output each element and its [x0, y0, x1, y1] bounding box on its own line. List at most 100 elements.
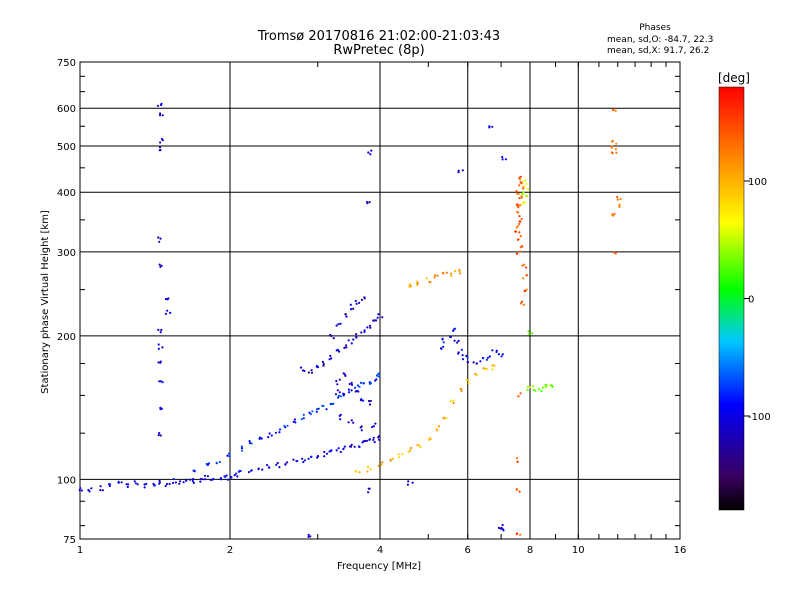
- echo-point: [518, 215, 521, 218]
- echo-point: [169, 311, 172, 314]
- echo-point: [541, 386, 544, 389]
- echo-point: [381, 316, 384, 319]
- echo-point: [367, 491, 370, 494]
- echo-point: [408, 285, 411, 288]
- echo-point: [419, 446, 422, 449]
- echo-point: [442, 345, 445, 348]
- x-tick-label: 6: [465, 545, 471, 556]
- echo-point: [165, 482, 169, 486]
- echo-point: [516, 252, 519, 255]
- echo-point: [459, 387, 462, 390]
- echo-point: [515, 533, 518, 536]
- colorbar-label: [deg]: [718, 71, 750, 85]
- echo-point: [260, 437, 263, 440]
- echo-point: [521, 300, 524, 303]
- echo-point: [450, 272, 453, 275]
- echo-point: [363, 297, 366, 300]
- echo-point: [357, 390, 360, 393]
- echo-point: [361, 441, 364, 444]
- echo-point: [363, 330, 366, 333]
- echo-point: [359, 381, 363, 384]
- echo-point: [309, 412, 312, 416]
- echo-point: [610, 151, 614, 154]
- echo-point: [166, 298, 169, 301]
- echo-point: [515, 230, 518, 233]
- y-tick-label: 600: [57, 104, 76, 115]
- echo-point: [301, 457, 304, 460]
- echo-point: [126, 485, 129, 489]
- echo-point: [336, 383, 339, 386]
- echo-point: [157, 361, 160, 364]
- echo-point: [491, 125, 494, 128]
- echo-point: [332, 402, 335, 405]
- echo-point: [515, 226, 518, 229]
- echo-point: [368, 487, 371, 490]
- echo-point: [397, 453, 400, 456]
- echo-point: [90, 487, 93, 490]
- echo-point: [161, 139, 164, 142]
- echo-point: [337, 323, 340, 326]
- x-axis-ticks: 1 2 4 6 8 10 16: [77, 545, 687, 556]
- echo-point: [321, 360, 324, 363]
- echo-point: [401, 453, 404, 456]
- echo-point: [339, 418, 342, 421]
- echo-point: [335, 380, 338, 383]
- echo-point: [522, 191, 525, 194]
- echo-point: [519, 204, 522, 207]
- echo-point: [614, 109, 617, 112]
- echo-point: [516, 238, 520, 241]
- echo-point: [309, 535, 312, 538]
- echo-point: [159, 148, 162, 152]
- echo-point: [350, 308, 353, 311]
- echo-point: [525, 266, 528, 269]
- echo-point: [398, 456, 401, 459]
- echo-point: [335, 349, 338, 352]
- colorbar-tick-label: -100: [748, 412, 771, 423]
- echo-point: [504, 158, 507, 161]
- echo-point: [336, 389, 339, 392]
- echo-point: [497, 353, 500, 356]
- echo-point: [339, 413, 342, 416]
- echo-point: [159, 360, 162, 363]
- echo-point: [363, 329, 366, 332]
- echo-point: [159, 237, 162, 240]
- echo-point: [526, 385, 530, 388]
- echo-point: [365, 439, 369, 442]
- echo-point: [159, 103, 163, 107]
- echo-point: [159, 265, 162, 268]
- echo-point: [534, 389, 537, 392]
- echo-point: [204, 478, 207, 481]
- echo-point: [615, 142, 618, 145]
- echo-point: [619, 198, 622, 201]
- echo-point: [212, 477, 215, 481]
- x-tick-label: 8: [527, 545, 533, 556]
- echo-point: [330, 334, 333, 338]
- echo-point: [409, 449, 412, 452]
- echo-point: [359, 426, 362, 429]
- echo-point: [307, 371, 310, 374]
- echo-point: [101, 489, 104, 492]
- echo-point: [233, 474, 236, 477]
- echo-point: [225, 474, 228, 477]
- echo-point: [158, 240, 161, 243]
- echo-point: [323, 455, 326, 458]
- echo-point: [342, 394, 345, 397]
- echo-point: [307, 533, 310, 536]
- echo-point: [521, 192, 524, 195]
- echo-point: [199, 480, 202, 483]
- echo-point: [292, 458, 295, 461]
- echo-point: [545, 384, 548, 387]
- echo-point: [614, 148, 618, 151]
- echo-point: [520, 182, 523, 185]
- echo-point: [235, 472, 238, 475]
- echo-point: [372, 438, 375, 441]
- echo-point: [515, 457, 519, 460]
- echo-point: [465, 378, 468, 381]
- echo-point: [166, 309, 169, 312]
- echo-point: [610, 145, 613, 148]
- echo-point: [497, 526, 500, 530]
- echo-point: [307, 457, 310, 460]
- echo-point: [120, 481, 123, 484]
- echo-point: [157, 347, 160, 350]
- echo-point: [354, 299, 357, 303]
